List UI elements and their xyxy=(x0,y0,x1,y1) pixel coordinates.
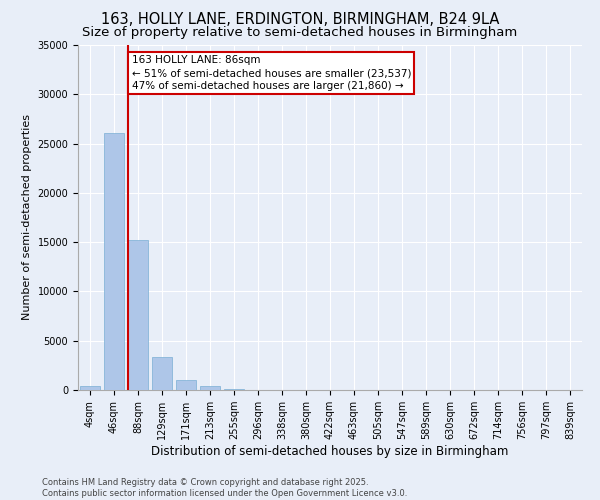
Text: Contains HM Land Registry data © Crown copyright and database right 2025.
Contai: Contains HM Land Registry data © Crown c… xyxy=(42,478,407,498)
Bar xyxy=(80,386,100,390)
Bar xyxy=(128,240,148,390)
Text: Size of property relative to semi-detached houses in Birmingham: Size of property relative to semi-detach… xyxy=(82,26,518,39)
Y-axis label: Number of semi-detached properties: Number of semi-detached properties xyxy=(22,114,32,320)
Bar xyxy=(176,380,196,390)
Text: 163, HOLLY LANE, ERDINGTON, BIRMINGHAM, B24 9LA: 163, HOLLY LANE, ERDINGTON, BIRMINGHAM, … xyxy=(101,12,499,28)
Bar xyxy=(104,132,124,390)
Bar xyxy=(224,388,244,390)
Text: 163 HOLLY LANE: 86sqm
← 51% of semi-detached houses are smaller (23,537)
47% of : 163 HOLLY LANE: 86sqm ← 51% of semi-deta… xyxy=(131,55,411,92)
Bar xyxy=(152,357,172,390)
Bar xyxy=(200,386,220,390)
X-axis label: Distribution of semi-detached houses by size in Birmingham: Distribution of semi-detached houses by … xyxy=(151,445,509,458)
